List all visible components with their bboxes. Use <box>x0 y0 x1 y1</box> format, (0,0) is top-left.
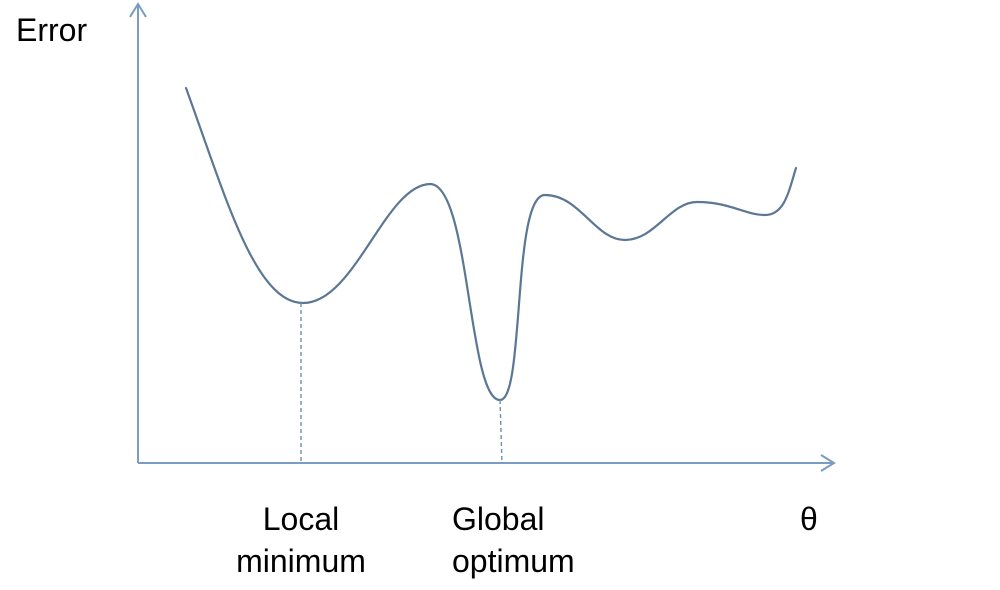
global-optimum-guide-line <box>499 399 503 464</box>
local-minimum-label-line2: minimum <box>236 543 366 579</box>
global-optimum-label-line2: optimum <box>452 543 575 579</box>
global-optimum-label-line1: Global <box>452 501 545 537</box>
error-curve <box>184 86 798 402</box>
y-axis-arrowhead <box>129 2 147 18</box>
x-axis-label: θ <box>800 501 818 537</box>
x-axis <box>138 454 836 472</box>
local-minimum-label-line1: Local <box>263 501 340 537</box>
x-axis-arrowhead <box>820 454 836 472</box>
y-axis-label: Error <box>16 12 87 48</box>
y-axis <box>129 2 147 463</box>
